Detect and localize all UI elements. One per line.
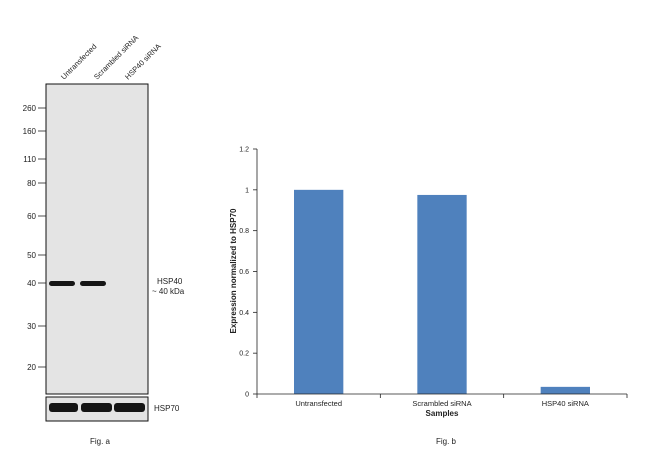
mw-marker-group: 260 160 110 80 60 50 40 30 20 bbox=[23, 104, 46, 372]
figure-b-caption: Fig. b bbox=[436, 437, 457, 446]
x-axis: Untransfected Scrambled siRNA HSP40 siRNA bbox=[256, 393, 628, 408]
y-tick-label: 0.4 bbox=[239, 310, 249, 317]
bar-1 bbox=[417, 194, 467, 394]
mw-label-160: 160 bbox=[23, 127, 37, 136]
bar-chart-figure: 0 0.2 0.4 0.6 0.8 1 1.2 Untransfected Scrambled… bbox=[220, 0, 650, 469]
mw-label-110: 110 bbox=[23, 155, 36, 164]
band-hsp70-hsp40-sirna bbox=[114, 403, 145, 412]
loading-control-label: HSP70 bbox=[154, 404, 180, 413]
mw-label-20: 20 bbox=[27, 363, 36, 372]
bar-2 bbox=[540, 386, 590, 394]
mw-label-80: 80 bbox=[27, 179, 36, 188]
western-blot-svg: Untransfected Scrambled siRNA HSP40 siRN… bbox=[23, 33, 185, 422]
mw-label-40: 40 bbox=[27, 279, 36, 288]
x-tick-label: Untransfected bbox=[295, 399, 342, 408]
bar-chart-svg: 0 0.2 0.4 0.6 0.8 1 1.2 Untransfected Scrambled… bbox=[229, 147, 628, 418]
blot-membrane bbox=[45, 83, 149, 395]
y-axis: 0 0.2 0.4 0.6 0.8 1 1.2 bbox=[239, 147, 258, 399]
y-tick-label: 1 bbox=[245, 187, 249, 194]
x-tick-label: Scrambled siRNA bbox=[412, 399, 471, 408]
band-label-size: ~ 40 kDa bbox=[152, 287, 185, 296]
y-tick-label: 0 bbox=[245, 392, 249, 399]
band-hsp70-untransfected bbox=[49, 403, 78, 412]
figure-a-caption: Fig. a bbox=[90, 437, 111, 446]
y-tick-label: 0.2 bbox=[239, 351, 249, 358]
x-tick-label: HSP40 siRNA bbox=[542, 399, 589, 408]
band-hsp40-untransfected bbox=[49, 281, 75, 286]
y-axis-title: Expression normalized to HSP70 bbox=[229, 208, 238, 333]
mw-label-260: 260 bbox=[23, 104, 37, 113]
mw-label-50: 50 bbox=[27, 251, 36, 260]
x-axis-title: Samples bbox=[426, 409, 459, 418]
mw-label-60: 60 bbox=[27, 212, 36, 221]
bars bbox=[294, 189, 590, 394]
band-label-hsp40: HSP40 bbox=[157, 277, 183, 286]
western-blot-figure: Untransfected Scrambled siRNA HSP40 siRN… bbox=[0, 0, 200, 469]
band-hsp40-scrambled bbox=[80, 281, 106, 286]
band-hsp70-scrambled bbox=[81, 403, 112, 412]
mw-label-30: 30 bbox=[27, 322, 36, 331]
y-tick-label: 1.2 bbox=[239, 147, 249, 154]
y-tick-label: 0.6 bbox=[239, 269, 249, 276]
y-tick-label: 0.8 bbox=[239, 228, 249, 235]
bar-0 bbox=[294, 189, 344, 394]
